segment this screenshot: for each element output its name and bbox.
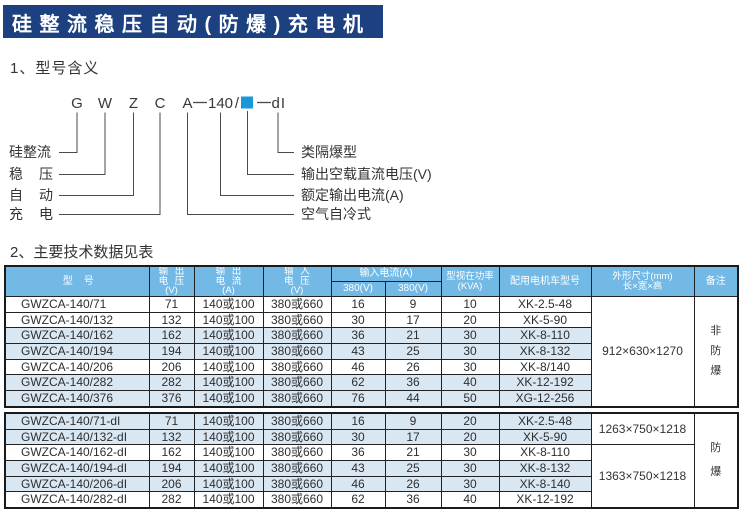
svg-text:硅整流: 硅整流: [9, 144, 51, 160]
svg-text:W: W: [98, 95, 113, 112]
svg-text:额定输出电流(A): 额定输出电流(A): [301, 187, 404, 203]
svg-text:输出空载直流电压(V): 输出空载直流电压(V): [301, 166, 432, 182]
svg-text:G: G: [71, 95, 83, 112]
svg-text:C: C: [155, 95, 166, 112]
svg-text:Z: Z: [129, 95, 138, 112]
svg-text:dI: dI: [272, 95, 287, 112]
svg-text:140: 140: [208, 95, 233, 112]
svg-text:稳压: 稳压: [9, 166, 53, 182]
svg-text:空气自冷式: 空气自冷式: [301, 206, 371, 222]
svg-text:充电: 充电: [9, 206, 53, 222]
svg-text:A: A: [182, 95, 192, 112]
svg-text:自动: 自动: [9, 187, 53, 203]
svg-text:/: /: [235, 95, 240, 112]
svg-text:类隔爆型: 类隔爆型: [301, 144, 357, 160]
